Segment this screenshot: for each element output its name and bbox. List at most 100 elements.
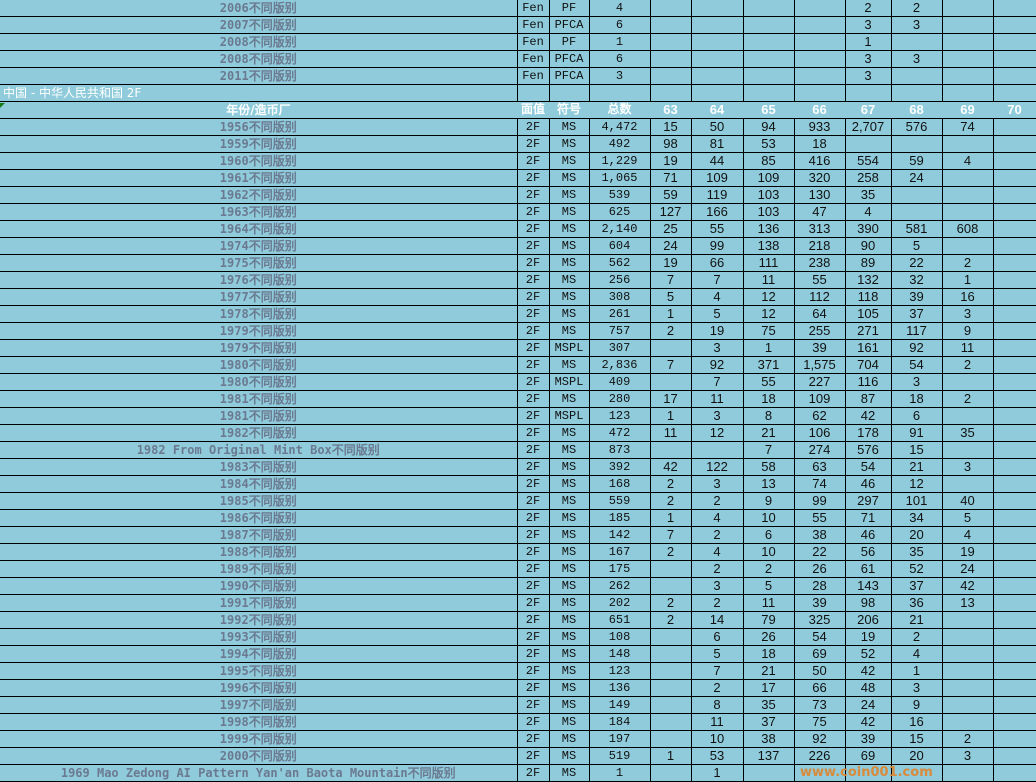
cell-denomination[interactable]: 2F — [516, 679, 550, 697]
cell-denomination[interactable]: 2F — [516, 628, 550, 646]
cell-total[interactable]: 184 — [588, 713, 651, 731]
cell-g68[interactable]: 59 — [890, 152, 943, 170]
cell-g69[interactable] — [941, 169, 994, 187]
cell-g70[interactable] — [992, 152, 1036, 170]
cell-designation[interactable]: MS — [548, 203, 590, 221]
cell-designation[interactable]: PFCA — [548, 50, 590, 68]
cell-g65[interactable]: 65 — [743, 101, 794, 119]
cell-label[interactable]: 1990不同版别 — [0, 577, 518, 595]
cell-label[interactable]: 1981不同版别 — [0, 390, 518, 408]
cell-designation[interactable]: MS — [548, 475, 590, 493]
cell-denomination[interactable]: 2F — [516, 237, 550, 255]
cell-g66[interactable]: 99 — [793, 492, 846, 510]
cell-g67[interactable]: 576 — [844, 441, 892, 459]
cell-g70[interactable] — [992, 577, 1036, 595]
cell-g65[interactable]: 11 — [742, 594, 795, 612]
cell-label[interactable]: 1969 Mao Zedong AI Pattern Yan'an Baota … — [0, 764, 518, 782]
cell-g64[interactable]: 3 — [690, 407, 744, 425]
cell-designation[interactable]: MS — [548, 356, 590, 374]
cell-g69[interactable]: 11 — [941, 339, 994, 357]
cell-label[interactable]: 1983不同版别 — [0, 458, 518, 476]
cell-label[interactable]: 1984不同版别 — [0, 475, 518, 493]
cell-g66[interactable]: 66 — [794, 101, 845, 119]
cell-g68[interactable]: 3 — [890, 50, 943, 68]
cell-g66[interactable]: 75 — [793, 713, 846, 731]
cell-g65[interactable]: 138 — [742, 237, 795, 255]
cell-g69[interactable] — [941, 135, 994, 153]
cell-total[interactable]: 168 — [588, 475, 651, 493]
cell-g68[interactable] — [890, 33, 943, 51]
cell-g65[interactable]: 10 — [742, 543, 795, 561]
cell-g70[interactable] — [992, 186, 1036, 204]
cell-total[interactable]: 492 — [588, 135, 651, 153]
empty-cell[interactable] — [890, 84, 943, 102]
cell-denomination[interactable]: 2F — [516, 594, 550, 612]
cell-g70[interactable] — [992, 662, 1036, 680]
cell-g70[interactable] — [992, 135, 1036, 153]
cell-g66[interactable]: 112 — [793, 288, 846, 306]
cell-designation[interactable]: MS — [548, 611, 590, 629]
cell-g63[interactable]: 1 — [649, 509, 692, 527]
cell-label[interactable]: 1995不同版别 — [0, 662, 518, 680]
cell-g68[interactable]: 52 — [890, 560, 943, 578]
cell-g63[interactable]: 5 — [649, 288, 692, 306]
cell-denomination[interactable]: Fen — [516, 33, 550, 51]
cell-denomination[interactable]: 面值 — [517, 101, 549, 119]
cell-g66[interactable]: 18 — [793, 135, 846, 153]
cell-total[interactable]: 1,229 — [588, 152, 651, 170]
cell-g67[interactable]: 24 — [844, 696, 892, 714]
cell-g68[interactable]: 21 — [890, 611, 943, 629]
cell-g66[interactable]: 74 — [793, 475, 846, 493]
cell-g65[interactable]: 137 — [742, 747, 795, 765]
cell-g67[interactable]: 19 — [844, 628, 892, 646]
cell-g68[interactable]: 68 — [891, 101, 942, 119]
empty-cell[interactable] — [844, 84, 892, 102]
cell-g63[interactable]: 2 — [649, 475, 692, 493]
cell-g64[interactable]: 2 — [690, 560, 744, 578]
cell-g69[interactable]: 40 — [941, 492, 994, 510]
cell-g65[interactable]: 38 — [742, 730, 795, 748]
cell-g70[interactable] — [992, 424, 1036, 442]
cell-g68[interactable]: 3 — [890, 16, 943, 34]
cell-g64[interactable]: 1 — [690, 764, 744, 782]
cell-g65[interactable] — [742, 33, 795, 51]
cell-g66[interactable]: 255 — [793, 322, 846, 340]
cell-label[interactable]: 1960不同版别 — [0, 152, 518, 170]
cell-g63[interactable]: 59 — [649, 186, 692, 204]
cell-g65[interactable]: 85 — [742, 152, 795, 170]
cell-designation[interactable]: MS — [548, 747, 590, 765]
cell-g63[interactable]: 17 — [649, 390, 692, 408]
cell-g70[interactable] — [992, 271, 1036, 289]
cell-g68[interactable] — [890, 186, 943, 204]
cell-g64[interactable] — [690, 50, 744, 68]
cell-g66[interactable]: 106 — [793, 424, 846, 442]
cell-g70[interactable] — [992, 67, 1036, 85]
cell-g65[interactable]: 10 — [742, 509, 795, 527]
cell-label[interactable]: 1999不同版别 — [0, 730, 518, 748]
cell-g66[interactable]: 274 — [793, 441, 846, 459]
cell-label[interactable]: 1961不同版别 — [0, 169, 518, 187]
cell-g64[interactable] — [690, 0, 744, 17]
cell-denomination[interactable]: 2F — [516, 169, 550, 187]
cell-designation[interactable]: 符号 — [549, 101, 589, 119]
cell-g66[interactable]: 325 — [793, 611, 846, 629]
cell-designation[interactable]: MS — [548, 492, 590, 510]
cell-g63[interactable]: 19 — [649, 254, 692, 272]
cell-label[interactable]: 2007不同版别 — [0, 16, 518, 34]
cell-g67[interactable]: 1 — [844, 33, 892, 51]
cell-designation[interactable]: MS — [548, 764, 590, 782]
cell-g70[interactable] — [992, 373, 1036, 391]
cell-denomination[interactable]: Fen — [516, 67, 550, 85]
cell-g64[interactable]: 2 — [690, 492, 744, 510]
cell-designation[interactable]: MSPL — [548, 407, 590, 425]
cell-g64[interactable]: 3 — [690, 475, 744, 493]
cell-g67[interactable]: 554 — [844, 152, 892, 170]
cell-g67[interactable]: 42 — [844, 407, 892, 425]
cell-g67[interactable]: 67 — [845, 101, 891, 119]
cell-total[interactable]: 262 — [588, 577, 651, 595]
cell-designation[interactable]: MSPL — [548, 339, 590, 357]
cell-designation[interactable]: MS — [548, 237, 590, 255]
cell-denomination[interactable]: 2F — [516, 339, 550, 357]
cell-g65[interactable]: 58 — [742, 458, 795, 476]
cell-g69[interactable] — [941, 662, 994, 680]
